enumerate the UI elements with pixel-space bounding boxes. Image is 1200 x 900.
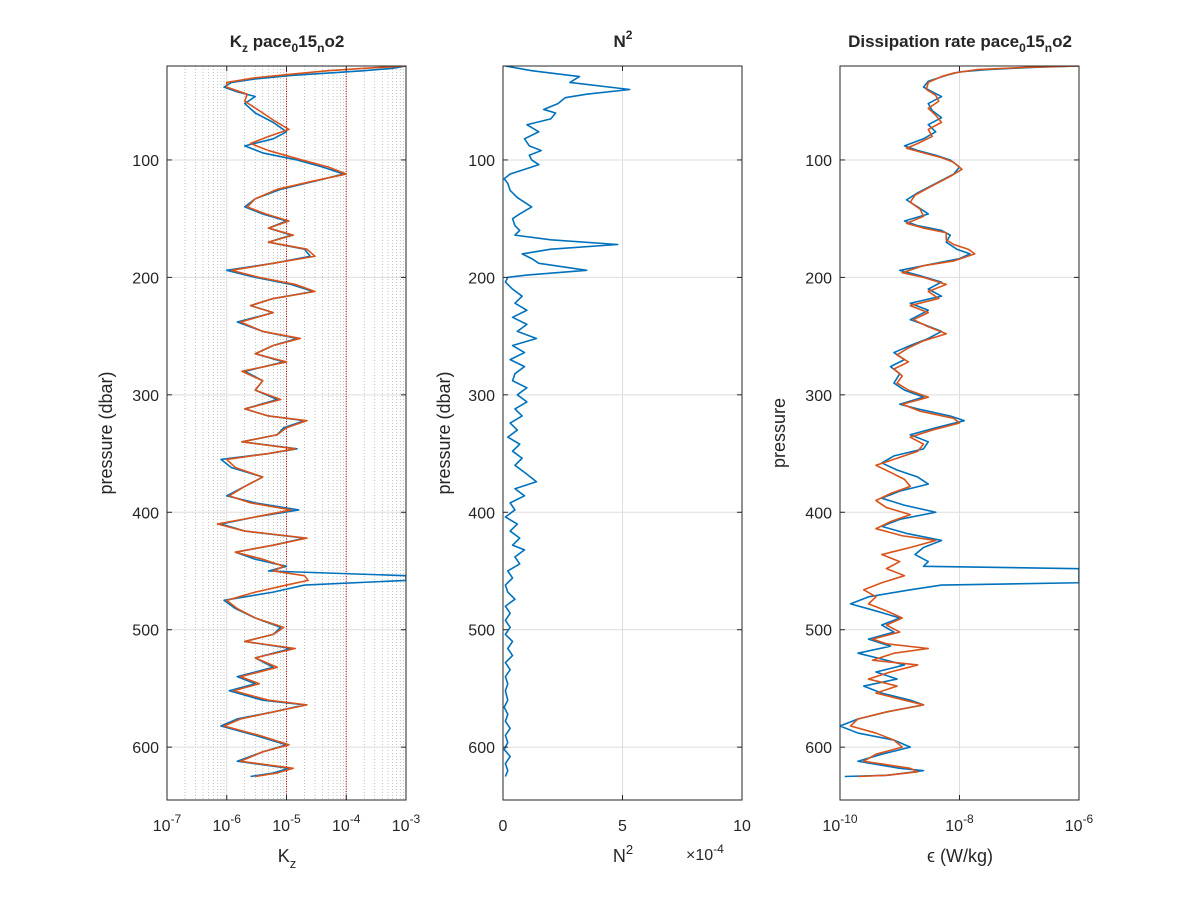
chart-epsilon-plot-y-tick-label: 200 — [805, 270, 832, 287]
chart-kz: Kz pace015no2 100 200 300 400 500 600 10-7 10-6… — [96, 32, 421, 871]
chart-n2-exponent: ×10-4 — [686, 842, 724, 864]
chart-n2-plot-y-tick-label: 300 — [468, 388, 495, 405]
chart-n2: N2 100 200 300 400 500 600 0 5 10 N2 ×10-4 press… — [434, 28, 751, 866]
chart-epsilon-title: Dissipation rate pace015no2 — [848, 32, 1072, 55]
chart-kz-plot-x-tick-label: 10-5 — [272, 812, 301, 835]
chart-n2-plot-y-tick-label: 600 — [468, 740, 495, 757]
chart-epsilon-xlabel: ϵ (W/kg) — [927, 846, 993, 866]
chart-kz-plot-y-tick-label: 600 — [132, 740, 159, 757]
chart-epsilon-ylabel: pressure — [769, 398, 789, 468]
chart-kz-plot-x-tick-label: 10-4 — [332, 812, 361, 835]
chart-epsilon-plot-y-tick-label: 100 — [805, 153, 832, 170]
chart-kz-plot-y-tick-label: 300 — [132, 388, 159, 405]
chart-epsilon-plot-y-tick-label: 500 — [805, 623, 832, 640]
chart-kz-plot-y-tick-label: 100 — [132, 153, 159, 170]
chart-epsilon-plot-x-tick-label: 10-8 — [945, 812, 974, 835]
chart-epsilon-plot-series-orange-line — [849, 66, 1079, 778]
chart-kz-plot-ticks: 100 200 300 400 500 600 10-7 10-6 10-5 10-4 10-3 — [132, 66, 421, 835]
chart-n2-plot: 100 200 300 400 500 600 0 5 10 — [468, 65, 751, 835]
chart-kz-plot-x-tick-label: 10-3 — [392, 812, 421, 835]
chart-n2-plot-y-tick-label: 500 — [468, 623, 495, 640]
chart-kz-ylabel: pressure (dbar) — [96, 371, 116, 494]
chart-kz-plot: 100 200 300 400 500 600 10-7 10-6 10-5 10-4 10-3 — [132, 65, 421, 835]
chart-epsilon-plot-y-tick-label: 300 — [805, 388, 832, 405]
chart-n2-ylabel: pressure (dbar) — [434, 371, 454, 494]
chart-kz-plot-y-tick-label: 400 — [132, 505, 159, 522]
chart-kz-title: Kz pace015no2 — [230, 32, 345, 55]
chart-kz-xlabel: Kz — [278, 846, 297, 871]
chart-n2-plot-ticks: 100 200 300 400 500 600 0 5 10 — [468, 66, 751, 835]
chart-n2-xlabel: N2 — [613, 842, 633, 866]
chart-n2-plot-y-tick-label: 100 — [468, 153, 495, 170]
chart-kz-plot-y-tick-label: 200 — [132, 270, 159, 287]
chart-n2-plot-series-blue-line — [503, 66, 631, 777]
chart-epsilon-plot-x-tick-label: 10-10 — [822, 812, 857, 835]
chart-n2-plot-y-tick-label: 200 — [468, 270, 495, 287]
chart-kz-plot-x-tick-label: 10-6 — [213, 812, 242, 835]
chart-epsilon: Dissipation rate pace015no2 100 200 300 400… — [769, 32, 1094, 866]
chart-kz-plot-y-tick-label: 500 — [132, 623, 159, 640]
chart-n2-plot-x-tick-label: 0 — [499, 818, 508, 835]
chart-epsilon-plot-x-tick-label: 10-6 — [1065, 812, 1094, 835]
chart-kz-plot-x-tick-label: 10-7 — [153, 812, 182, 835]
chart-n2-plot-y-tick-label: 400 — [468, 505, 495, 522]
chart-epsilon-plot-y-tick-label: 400 — [805, 505, 832, 522]
chart-epsilon-plot-ticks: 100 200 300 400 500 600 10-10 10-8 10-6 — [805, 66, 1094, 835]
chart-n2-plot-x-tick-label: 5 — [618, 818, 627, 835]
chart-epsilon-plot: 100 200 300 400 500 600 10-10 10-8 10-6 — [805, 65, 1094, 835]
chart-n2-plot-x-tick-label: 10 — [733, 818, 751, 835]
chart-n2-title: N2 — [614, 28, 633, 51]
chart-epsilon-plot-y-tick-label: 600 — [805, 740, 832, 757]
chart-kz-plot-series-orange-line — [216, 66, 406, 778]
